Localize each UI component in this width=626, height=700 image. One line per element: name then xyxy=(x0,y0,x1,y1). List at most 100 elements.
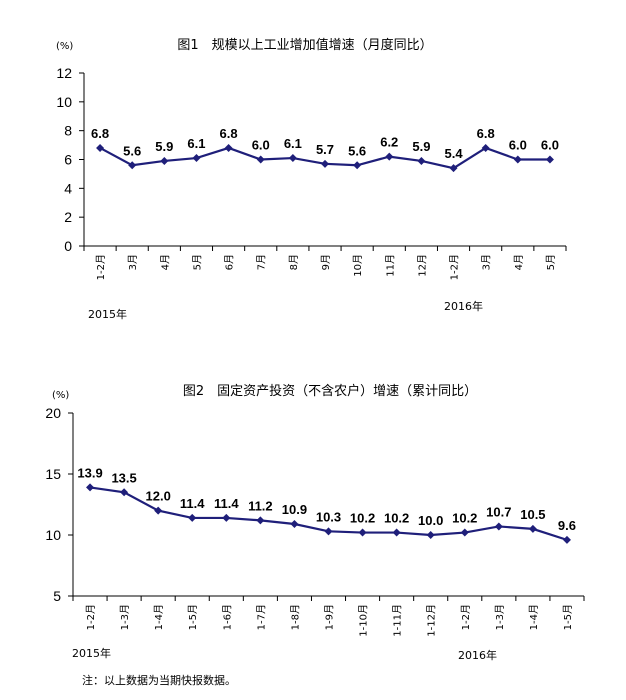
c1-x-tick-label: 9月 xyxy=(320,254,332,270)
c2-data-label: 10.7 xyxy=(486,504,511,519)
c1-data-label: 5.7 xyxy=(316,142,334,157)
c1-x-tick-label: 11月 xyxy=(384,254,396,277)
c1-y-tick-label: 6 xyxy=(64,152,72,168)
c2-y-tick-label: 10 xyxy=(45,527,61,543)
chart-2-year-2016: 2016年 xyxy=(458,648,497,662)
c1-data-point xyxy=(321,159,329,168)
c1-x-tick-label: 3月 xyxy=(481,254,493,270)
c1-data-point xyxy=(128,161,137,170)
c1-data-label: 5.9 xyxy=(155,139,173,154)
c1-data-label: 5.4 xyxy=(444,146,463,161)
c1-data-point xyxy=(417,156,426,165)
c2-y-tick-label: 20 xyxy=(45,405,61,421)
c1-data-label: 6.0 xyxy=(541,138,559,153)
c1-x-tick-label: 6月 xyxy=(224,254,236,270)
c2-x-tick-label: 1-9月 xyxy=(324,604,336,630)
c2-data-label: 10.3 xyxy=(316,509,341,524)
c1-x-tick-label: 1-2月 xyxy=(449,254,461,280)
c1-data-label: 6.0 xyxy=(252,138,270,153)
c2-data-label: 11.4 xyxy=(180,496,205,511)
chart-2-data-points xyxy=(86,483,571,544)
c1-data-label: 6.8 xyxy=(477,126,495,141)
c2-data-label: 10.5 xyxy=(520,507,545,522)
c1-data-point xyxy=(160,156,169,165)
c2-x-tick-label: 1-5月 xyxy=(562,604,574,630)
c2-x-tick-label: 1-2月 xyxy=(85,604,97,630)
c1-data-point xyxy=(385,152,394,161)
c1-x-tick-label: 12月 xyxy=(416,254,428,277)
c2-data-point xyxy=(426,531,435,539)
c2-x-tick-label: 1-4月 xyxy=(153,604,165,630)
c2-data-point xyxy=(392,528,401,537)
c2-x-tick-label: 1-12月 xyxy=(426,604,438,637)
c2-data-label: 13.5 xyxy=(111,470,136,485)
c1-x-tick-label: 5月 xyxy=(191,254,203,270)
c1-data-point xyxy=(449,164,458,173)
c2-data-label: 13.9 xyxy=(77,465,102,480)
c2-x-tick-label: 1-11月 xyxy=(392,604,404,637)
c1-data-label: 6.8 xyxy=(91,126,109,141)
c1-y-tick-label: 0 xyxy=(64,238,72,254)
chart-1-data-labels: 6.8 5.6 5.9 6.1 6.8 6.0 6.1 5.7 5.6 6.2 5.9 5.4 6.8 6… xyxy=(91,126,559,161)
chart-1-x-tick-labels: 1-2月 3月 4月 5月 6月 7月 8月 9月 10月 11月 12月 1-2月 3月 4月 5月 xyxy=(95,254,557,280)
c2-data-point xyxy=(256,516,265,525)
c2-y-tick-label: 5 xyxy=(53,588,61,604)
chart-1-year-2016: 2016年 xyxy=(444,299,483,313)
c2-data-label: 10.2 xyxy=(384,511,409,526)
c2-x-tick-label: 1-2月 xyxy=(460,604,472,630)
chart-2-unit: (%) xyxy=(52,390,69,401)
c1-y-tick-label: 4 xyxy=(64,180,72,196)
c2-data-label: 10.9 xyxy=(282,502,307,517)
c2-data-label: 9.6 xyxy=(558,518,576,533)
c1-data-point xyxy=(96,143,105,152)
chart-2-axes xyxy=(68,412,585,601)
c2-y-tick-label: 15 xyxy=(45,466,61,482)
c2-data-point xyxy=(120,488,129,497)
c1-x-tick-label: 3月 xyxy=(127,254,139,270)
c1-data-label: 5.9 xyxy=(412,139,430,154)
c2-x-tick-label: 1-5月 xyxy=(187,604,199,630)
c2-data-point xyxy=(460,528,469,537)
c1-data-label: 6.8 xyxy=(220,126,238,141)
c1-y-tick-label: 10 xyxy=(56,94,72,110)
c1-x-tick-label: 4月 xyxy=(513,254,525,270)
c2-data-point xyxy=(290,520,299,529)
c2-x-tick-label: 1-6月 xyxy=(221,604,233,630)
c1-data-label: 6.1 xyxy=(187,136,205,151)
c1-data-point xyxy=(545,155,554,164)
chart-1-data-points xyxy=(96,143,554,173)
c2-x-tick-label: 1-10月 xyxy=(358,604,370,637)
c1-data-label: 5.6 xyxy=(348,143,366,158)
chart-2-title: 图2 固定资产投资（不含农户）增速（累计同比） xyxy=(183,383,477,399)
c2-data-point xyxy=(528,524,537,533)
c2-data-point xyxy=(188,513,197,522)
c2-data-label: 12.0 xyxy=(146,489,171,504)
c1-x-tick-label: 8月 xyxy=(288,254,300,270)
c1-data-label: 6.1 xyxy=(284,136,302,151)
c1-y-tick-label: 12 xyxy=(56,65,72,81)
chart-1-axes xyxy=(79,72,567,251)
footnote: 注：以上数据为当期快报数据。 xyxy=(82,673,236,687)
c1-x-tick-label: 7月 xyxy=(256,254,268,270)
c1-x-tick-label: 5月 xyxy=(545,254,557,270)
c2-x-tick-label: 1-3月 xyxy=(494,604,506,630)
c2-x-tick-label: 1-7月 xyxy=(255,604,267,630)
c2-x-tick-label: 1-4月 xyxy=(528,604,540,630)
chart-1-title: 图1 规模以上工业增加值增速（月度同比） xyxy=(177,37,432,53)
chart-2-x-tick-labels: 1-2月 1-3月 1-4月 1-5月 1-6月 1-7月 1-8月 1-9月 1-10月 1-1… xyxy=(85,604,574,637)
c1-data-label: 5.6 xyxy=(123,143,141,158)
c2-data-point xyxy=(562,535,571,544)
c1-data-point xyxy=(192,154,201,163)
c1-data-point xyxy=(288,154,297,163)
c2-x-tick-label: 1-8月 xyxy=(289,604,301,630)
c2-data-label: 10.2 xyxy=(350,511,375,526)
chart-2: 图2 固定资产投资（不含农户）增速（累计同比） (%) 5 10 15 20 1-2月… xyxy=(45,383,585,662)
chart-2-year-2015: 2015年 xyxy=(72,646,111,660)
chart-2-data-labels: 13.9 13.5 12.0 11.4 11.4 11.2 10.9 10.3 10.2 10.2… xyxy=(77,465,576,532)
c1-x-tick-label: 4月 xyxy=(159,254,171,270)
c2-x-tick-label: 1-3月 xyxy=(119,604,131,630)
c2-data-point xyxy=(154,506,163,515)
c2-data-label: 11.2 xyxy=(248,498,273,513)
c2-data-point xyxy=(494,522,503,531)
c2-data-label: 11.4 xyxy=(214,496,239,511)
